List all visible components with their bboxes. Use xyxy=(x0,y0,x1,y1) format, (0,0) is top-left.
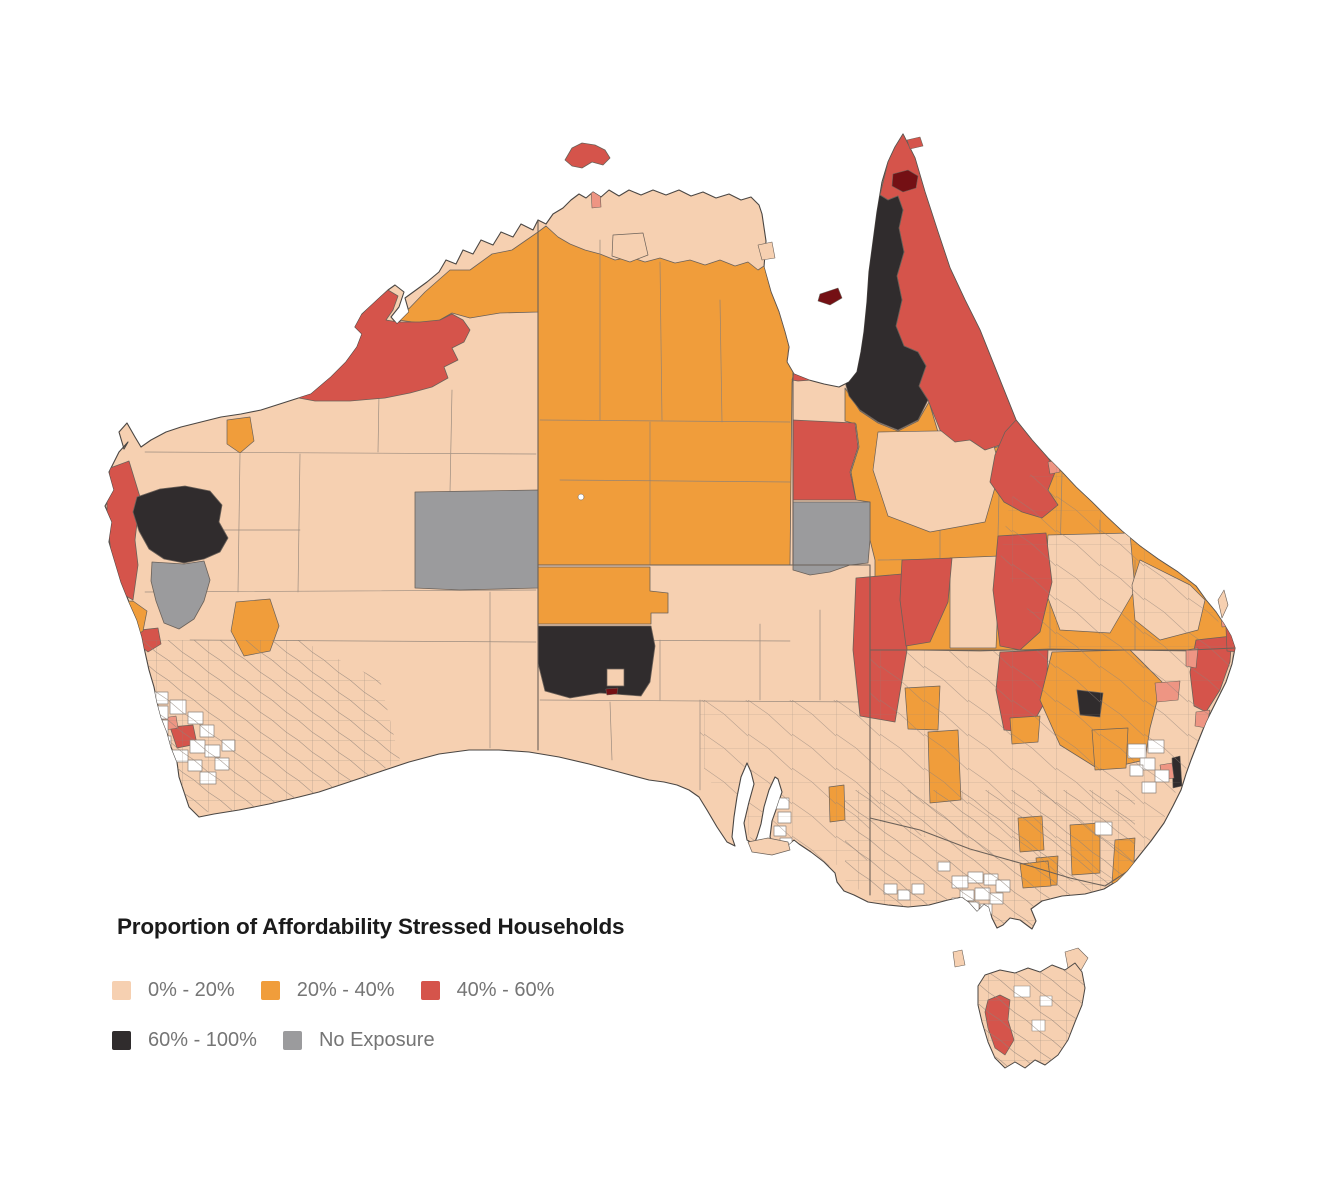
legend-label-cat2: 20% - 40% xyxy=(296,979,395,1001)
region-kangaroo-island xyxy=(747,837,791,856)
legend-label-cat4: 60% - 100% xyxy=(148,1029,257,1051)
region-pilbara-orange-top xyxy=(226,416,255,454)
region-wa-gray-small xyxy=(150,560,211,630)
map-title: Proportion of Affordability Stressed Hou… xyxy=(117,914,625,939)
legend-swatch-cat1 xyxy=(112,981,131,1000)
legend-item-cat5: No Exposure xyxy=(282,1029,435,1052)
lga-mesh xyxy=(140,450,1235,929)
region-cape-tip-maroon xyxy=(891,169,919,193)
legend-row-1: 0% - 20% 20% - 40% 40% - 60% xyxy=(112,979,580,1002)
region-wa-gray xyxy=(414,489,539,591)
region-wa-coast-red-strip xyxy=(106,460,141,601)
legend-swatch-cat4 xyxy=(112,1031,131,1050)
region-kakadu-peach xyxy=(611,232,649,263)
region-qld-gray xyxy=(792,501,871,576)
region-nt-main-orange xyxy=(537,225,795,566)
legend-swatch-cat3 xyxy=(420,981,440,1000)
region-apy-lands-orange xyxy=(537,566,669,625)
legend-label-cat3: 40% - 60% xyxy=(456,979,555,1001)
state-borders xyxy=(537,218,1235,896)
region-tiwi-islands-red xyxy=(564,142,611,169)
region-qld-south-peach xyxy=(949,555,1001,649)
legend-item-cat2: 20% - 40% xyxy=(260,979,395,1002)
region-pilbara-black xyxy=(132,485,229,564)
legend-label-cat1: 0% - 20% xyxy=(148,979,235,1001)
tasmania-mesh xyxy=(978,963,1085,1068)
legend-item-cat3: 40% - 60% xyxy=(420,979,555,1002)
region-maralinga-peach-hole xyxy=(606,668,625,687)
legend-swatch-cat2 xyxy=(260,981,280,1000)
region-groote-eylandt xyxy=(757,241,776,261)
legend-label-cat5: No Exposure xyxy=(318,1029,435,1051)
region-qld-sw-red xyxy=(899,557,953,647)
region-maralinga-maroon-tick xyxy=(605,687,619,696)
region-fraser-island xyxy=(1217,589,1229,619)
region-maralinga-black xyxy=(537,625,656,699)
legend-item-cat1: 0% - 20% xyxy=(112,979,235,1002)
region-king-island xyxy=(952,949,966,968)
region-mornington-island-maroon xyxy=(817,287,843,306)
legend-row-2: 60% - 100% No Exposure xyxy=(112,1029,461,1052)
region-nt-white-dot xyxy=(577,493,585,501)
legend-item-cat4: 60% - 100% xyxy=(112,1029,257,1052)
region-torres-island-red xyxy=(906,136,924,150)
region-borroloola-peach-hole xyxy=(805,322,820,342)
region-mount-isa-red xyxy=(792,419,859,501)
legend-swatch-cat5 xyxy=(282,1031,302,1050)
